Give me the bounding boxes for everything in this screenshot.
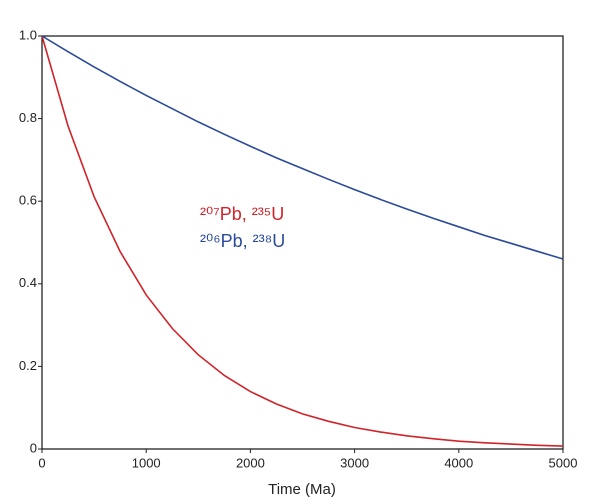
- y-tick-label: 0.6: [19, 193, 37, 208]
- y-tick-label: 0.2: [19, 358, 37, 373]
- x-tick-label: 2000: [236, 455, 265, 470]
- series-line: [41, 35, 564, 447]
- x-tick-label: 1000: [132, 455, 161, 470]
- x-tick-label: 4000: [444, 455, 473, 470]
- legend-label: ²⁰⁶Pb, ²³⁸U: [200, 231, 285, 251]
- x-tick-label: 0: [38, 455, 45, 470]
- y-tick-label: 0.4: [19, 275, 37, 290]
- y-tick-label: 0.8: [19, 110, 37, 125]
- x-tick-label: 5000: [549, 455, 578, 470]
- y-tick-label: 0: [30, 440, 37, 455]
- x-tick-label: 3000: [340, 455, 369, 470]
- legend-label: ²⁰⁷Pb, ²³⁵U: [200, 204, 284, 224]
- x-axis-label: Time (Ma): [268, 481, 336, 498]
- plot-frame: [41, 35, 564, 450]
- y-tick-label: 1.0: [19, 27, 37, 42]
- series-line: [41, 35, 564, 260]
